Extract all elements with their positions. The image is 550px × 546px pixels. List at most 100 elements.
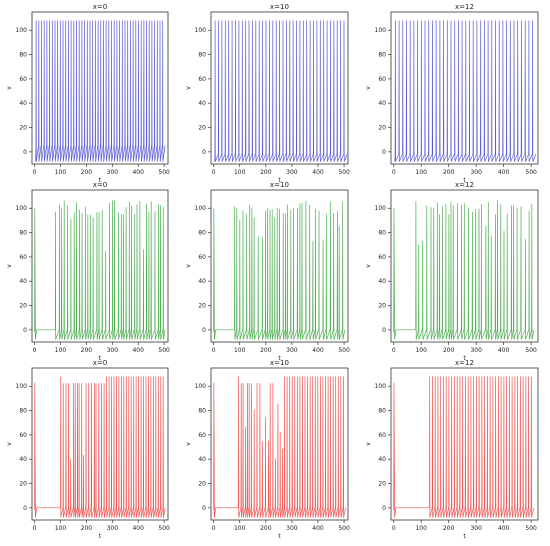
x-tick-label: 300 (286, 169, 298, 176)
x-tick-label: 100 (55, 169, 67, 176)
series-line (394, 20, 537, 162)
subplot-3: x=12 0 100 200 300 400 500 0 20 40 60 80 100 t v (365, 3, 539, 184)
x-tick-label: 200 (443, 169, 455, 176)
x-tick-label: 300 (286, 347, 298, 354)
x-tick-label: 200 (260, 347, 272, 354)
subplot-title: x=0 (93, 359, 107, 367)
x-tick-label: 500 (525, 169, 537, 176)
series-line (213, 376, 346, 518)
y-tick-label: 60 (378, 254, 386, 261)
x-tick-label: 200 (260, 169, 272, 176)
x-tick-label: 500 (338, 525, 350, 532)
series-line (393, 376, 535, 518)
y-tick-label: 100 (16, 205, 28, 212)
x-tick-label: 0 (33, 525, 37, 532)
subplot-title: x=12 (455, 359, 474, 367)
axes-frame (210, 367, 349, 521)
x-tick-label: 400 (312, 169, 324, 176)
x-tick-label: 300 (286, 525, 298, 532)
subplot-title: x=10 (270, 359, 289, 367)
x-tick-label: 300 (470, 347, 482, 354)
subplot-8: x=10 0 100 200 300 400 500 0 20 40 60 80 100 t v (185, 359, 350, 540)
y-tick-label: 100 (16, 27, 28, 34)
x-tick-label: 100 (55, 525, 67, 532)
series-line (214, 20, 348, 162)
y-tick-label: 80 (19, 52, 27, 59)
y-tick-label: 60 (19, 432, 27, 439)
subplot-6: x=12 0 100 200 300 400 500 0 20 40 60 80 100 t v (365, 181, 539, 362)
x-tick-label: 500 (158, 525, 170, 532)
axes-frame (210, 189, 349, 343)
x-axis-label: t (99, 533, 102, 540)
x-tick-label: 400 (498, 525, 510, 532)
x-tick-label: 400 (132, 525, 144, 532)
x-tick-label: 400 (312, 347, 324, 354)
x-axis-label: t (99, 177, 102, 184)
y-tick-label: 0 (202, 327, 206, 334)
y-tick-label: 0 (382, 327, 386, 334)
x-tick-label: 100 (55, 347, 67, 354)
y-tick-label: 20 (198, 481, 206, 488)
y-tick-label: 80 (19, 408, 27, 415)
x-tick-label: 200 (81, 347, 93, 354)
x-tick-label: 500 (525, 525, 537, 532)
x-tick-label: 0 (212, 525, 216, 532)
y-tick-label: 100 (375, 383, 387, 390)
x-tick-label: 300 (470, 525, 482, 532)
y-axis-label: v (185, 86, 192, 90)
y-tick-label: 20 (198, 303, 206, 310)
series-line (35, 20, 166, 162)
y-tick-label: 100 (375, 205, 387, 212)
y-axis-label: v (6, 86, 13, 90)
y-axis-label: v (6, 264, 13, 268)
x-tick-label: 300 (107, 347, 119, 354)
x-tick-label: 100 (234, 525, 246, 532)
subplot-title: x=10 (270, 181, 289, 189)
x-tick-label: 0 (392, 525, 396, 532)
y-tick-label: 60 (198, 254, 206, 261)
y-tick-label: 40 (19, 278, 27, 285)
series-line (213, 200, 346, 340)
subplot-title: x=12 (455, 181, 474, 189)
y-tick-label: 80 (198, 230, 206, 237)
y-tick-label: 80 (378, 230, 386, 237)
y-tick-label: 40 (378, 456, 386, 463)
x-tick-label: 500 (338, 169, 350, 176)
y-tick-label: 20 (198, 125, 206, 132)
x-tick-label: 400 (498, 169, 510, 176)
axes-frame (390, 189, 539, 343)
subplot-5: x=10 0 100 200 300 400 500 0 20 40 60 80 100 t v (185, 181, 350, 362)
subplot-9: x=12 0 100 200 300 400 500 0 20 40 60 80 100 t v (365, 359, 539, 540)
y-tick-label: 100 (375, 27, 387, 34)
x-tick-label: 300 (470, 169, 482, 176)
x-axis-label: t (278, 355, 281, 362)
y-tick-label: 100 (195, 205, 207, 212)
y-axis-label: v (365, 86, 372, 90)
y-tick-label: 0 (23, 505, 27, 512)
y-tick-label: 0 (382, 149, 386, 156)
x-axis-label: t (99, 355, 102, 362)
y-tick-label: 0 (202, 505, 206, 512)
x-axis-label: t (463, 355, 466, 362)
subplot-1: x=0 0 100 200 300 400 500 0 20 40 60 80 100 t v (6, 3, 170, 184)
x-tick-label: 0 (212, 169, 216, 176)
y-tick-label: 20 (378, 125, 386, 132)
y-tick-label: 60 (198, 76, 206, 83)
y-tick-label: 60 (198, 432, 206, 439)
y-tick-label: 0 (202, 149, 206, 156)
x-tick-label: 100 (234, 347, 246, 354)
x-tick-label: 200 (81, 169, 93, 176)
y-tick-label: 80 (378, 408, 386, 415)
y-axis-label: v (365, 442, 372, 446)
series-line (34, 200, 166, 340)
y-tick-label: 100 (16, 383, 28, 390)
x-tick-label: 0 (392, 169, 396, 176)
y-tick-label: 0 (23, 149, 27, 156)
y-tick-label: 20 (378, 481, 386, 488)
x-tick-label: 100 (415, 347, 427, 354)
x-tick-label: 300 (107, 169, 119, 176)
y-tick-label: 40 (378, 100, 386, 107)
x-tick-label: 400 (132, 169, 144, 176)
y-tick-label: 40 (19, 456, 27, 463)
